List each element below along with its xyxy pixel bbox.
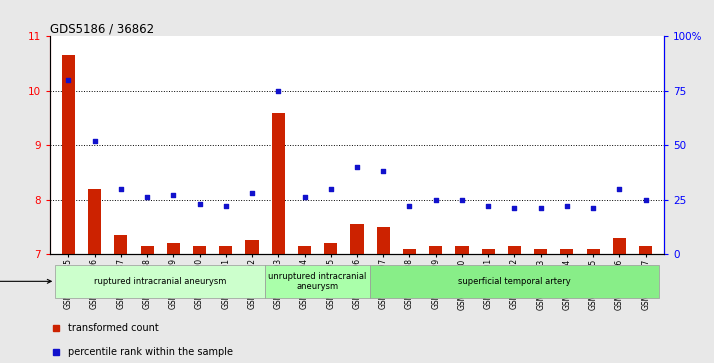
Text: superficial temporal artery: superficial temporal artery: [458, 277, 570, 286]
Bar: [62, 55, 75, 254]
Bar: [193, 246, 206, 254]
Point: [220, 203, 231, 209]
Bar: [114, 235, 127, 254]
Bar: [456, 246, 468, 254]
Text: transformed count: transformed count: [69, 323, 159, 333]
Text: ruptured intracranial aneurysm: ruptured intracranial aneurysm: [94, 277, 226, 286]
Point: [273, 88, 284, 94]
Point: [193, 201, 205, 207]
Bar: [55, 265, 265, 298]
Bar: [429, 246, 442, 254]
Point: [640, 197, 651, 203]
Bar: [482, 249, 495, 254]
Bar: [587, 249, 600, 254]
Bar: [370, 265, 659, 298]
Bar: [324, 243, 337, 254]
Point: [351, 164, 363, 170]
Bar: [613, 238, 626, 254]
Text: tissue: tissue: [0, 276, 51, 286]
Point: [509, 205, 521, 211]
Point: [168, 192, 179, 198]
Bar: [534, 249, 547, 254]
Bar: [377, 227, 390, 254]
Text: percentile rank within the sample: percentile rank within the sample: [69, 347, 233, 357]
Bar: [265, 265, 370, 298]
Point: [483, 203, 494, 209]
Bar: [141, 246, 154, 254]
Point: [115, 186, 126, 192]
Text: unruptured intracranial
aneurysm: unruptured intracranial aneurysm: [268, 272, 367, 291]
Point: [325, 186, 336, 192]
Point: [456, 197, 468, 203]
Point: [246, 190, 258, 196]
Point: [404, 203, 416, 209]
Bar: [298, 246, 311, 254]
Bar: [403, 249, 416, 254]
Bar: [639, 246, 652, 254]
Bar: [508, 246, 521, 254]
Point: [430, 197, 441, 203]
Bar: [88, 189, 101, 254]
Point: [614, 186, 625, 192]
Bar: [351, 224, 363, 254]
Bar: [167, 243, 180, 254]
Bar: [246, 241, 258, 254]
Point: [378, 168, 389, 174]
Bar: [272, 113, 285, 254]
Point: [63, 77, 74, 83]
Point: [141, 195, 153, 200]
Point: [298, 195, 310, 200]
Point: [89, 138, 100, 144]
Text: GDS5186 / 36862: GDS5186 / 36862: [50, 22, 154, 35]
Bar: [219, 246, 232, 254]
Point: [561, 203, 573, 209]
Bar: [560, 249, 573, 254]
Point: [588, 205, 599, 211]
Point: [535, 205, 546, 211]
